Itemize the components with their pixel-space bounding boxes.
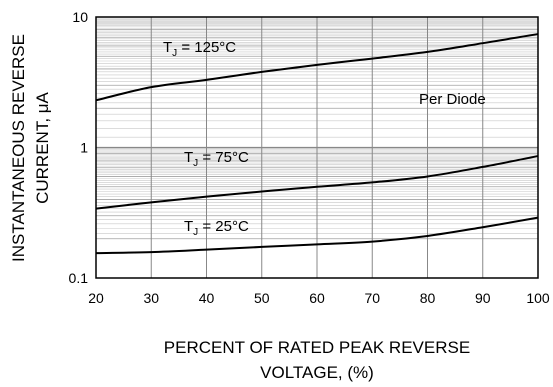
series-label-25: TJ = 25°C bbox=[184, 218, 249, 238]
y-axis-label-line1: INSTANTANEOUS REVERSE bbox=[9, 34, 28, 262]
grid-lines bbox=[96, 17, 538, 278]
x-tick-labels: 20 30 40 50 60 70 80 90 100 bbox=[88, 290, 550, 306]
y-tick-label: 1 bbox=[80, 140, 88, 156]
x-tick-label: 100 bbox=[526, 290, 550, 306]
x-tick-label: 60 bbox=[309, 290, 325, 306]
plot-frame bbox=[95, 16, 539, 279]
x-tick-label: 20 bbox=[88, 290, 104, 306]
x-tick-label: 90 bbox=[475, 290, 491, 306]
y-tick-labels: 0.1 1 10 bbox=[69, 9, 89, 286]
series-line-0 bbox=[95, 33, 539, 102]
per-diode-annotation: Per Diode bbox=[419, 91, 486, 108]
y-axis-label-line2: CURRENT, μA bbox=[33, 91, 52, 203]
x-axis-label-line1: PERCENT OF RATED PEAK REVERSE bbox=[163, 338, 471, 357]
series-label-75: TJ = 75°C bbox=[184, 149, 249, 169]
x-axis-label-line2: VOLTAGE, (%) bbox=[260, 363, 374, 382]
x-tick-label: 70 bbox=[364, 290, 380, 306]
series-label-125: TJ = 125°C bbox=[163, 39, 236, 59]
x-tick-label: 80 bbox=[420, 290, 436, 306]
y-axis-label: INSTANTANEOUS REVERSE CURRENT, μA bbox=[9, 34, 52, 262]
series-lines bbox=[95, 33, 539, 255]
y-tick-label: 10 bbox=[72, 9, 88, 25]
series-line-2 bbox=[95, 216, 539, 255]
y-tick-label: 0.1 bbox=[69, 270, 89, 286]
x-tick-label: 30 bbox=[143, 290, 159, 306]
x-tick-label: 50 bbox=[254, 290, 270, 306]
x-tick-label: 40 bbox=[199, 290, 215, 306]
x-axis-label: PERCENT OF RATED PEAK REVERSE VOLTAGE, (… bbox=[96, 335, 538, 385]
series-line-1 bbox=[95, 155, 539, 210]
